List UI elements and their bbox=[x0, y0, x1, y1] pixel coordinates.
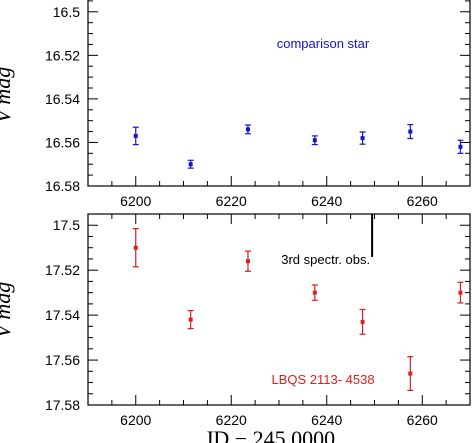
data-point bbox=[187, 310, 194, 330]
x-tick-label: 6240 bbox=[311, 412, 342, 428]
x-tick-label: 6200 bbox=[120, 193, 151, 209]
data-point bbox=[187, 159, 194, 169]
y-tick-label: 16.52 bbox=[45, 47, 80, 63]
data-marker bbox=[458, 290, 463, 295]
data-marker bbox=[245, 259, 250, 264]
x-axis-label: JD − 245 0000 bbox=[205, 426, 335, 443]
y-tick-label: 17.56 bbox=[45, 352, 80, 368]
data-point bbox=[311, 135, 318, 146]
y-tick-label: 17.5 bbox=[53, 217, 80, 233]
data-point bbox=[457, 281, 464, 304]
data-marker bbox=[312, 138, 317, 143]
data-marker bbox=[188, 317, 193, 322]
data-marker bbox=[133, 245, 138, 250]
data-marker bbox=[408, 129, 413, 134]
y-tick-label: 16.58 bbox=[45, 178, 80, 194]
x-tick-label: 6220 bbox=[216, 412, 247, 428]
data-marker bbox=[133, 133, 138, 138]
x-tick-label: 6220 bbox=[216, 193, 247, 209]
x-tick-label: 6260 bbox=[407, 412, 438, 428]
y-tick-label: 17.54 bbox=[45, 307, 80, 323]
data-marker bbox=[245, 127, 250, 132]
y-tick-label: 17.58 bbox=[45, 397, 80, 413]
data-marker bbox=[312, 290, 317, 295]
plot-frame bbox=[87, 0, 471, 187]
data-point bbox=[132, 228, 139, 268]
series-annotation: comparison star bbox=[277, 36, 370, 51]
x-tick-label: 6260 bbox=[407, 193, 438, 209]
y-tick-label: 16.56 bbox=[45, 134, 80, 150]
y-tick-label: 17.52 bbox=[45, 262, 80, 278]
data-marker bbox=[360, 136, 365, 141]
data-point bbox=[457, 139, 464, 154]
quasar-panel: 6200 6220 6240 6260 17.5 17.52 17.54 17.56 17.58… bbox=[0, 213, 471, 443]
data-point bbox=[132, 126, 139, 146]
y-tick-label: 16.54 bbox=[45, 91, 80, 107]
comparison-star-panel: 6200 6220 6240 6260 16.5 16.52 16.54 16.56 16.58… bbox=[0, 0, 471, 209]
x-tick-label: 6200 bbox=[120, 412, 151, 428]
data-point bbox=[359, 308, 366, 335]
data-point bbox=[244, 250, 251, 272]
data-point bbox=[311, 284, 318, 301]
y-axis-label: V mag bbox=[0, 282, 15, 338]
y-tick-label: 16.5 bbox=[53, 4, 80, 20]
data-point bbox=[407, 356, 414, 391]
x-tick-label: 6240 bbox=[311, 193, 342, 209]
series-annotation: LBQS 2113- 4538 bbox=[271, 372, 374, 387]
data-point bbox=[244, 124, 251, 135]
spectr-obs-label: 3rd spectr. obs. bbox=[281, 252, 370, 267]
data-point bbox=[407, 123, 414, 140]
data-marker bbox=[408, 371, 413, 376]
data-point bbox=[359, 131, 366, 145]
data-marker bbox=[458, 144, 463, 149]
y-axis-label: V mag bbox=[0, 67, 15, 123]
data-marker bbox=[360, 319, 365, 324]
data-marker bbox=[188, 162, 193, 167]
